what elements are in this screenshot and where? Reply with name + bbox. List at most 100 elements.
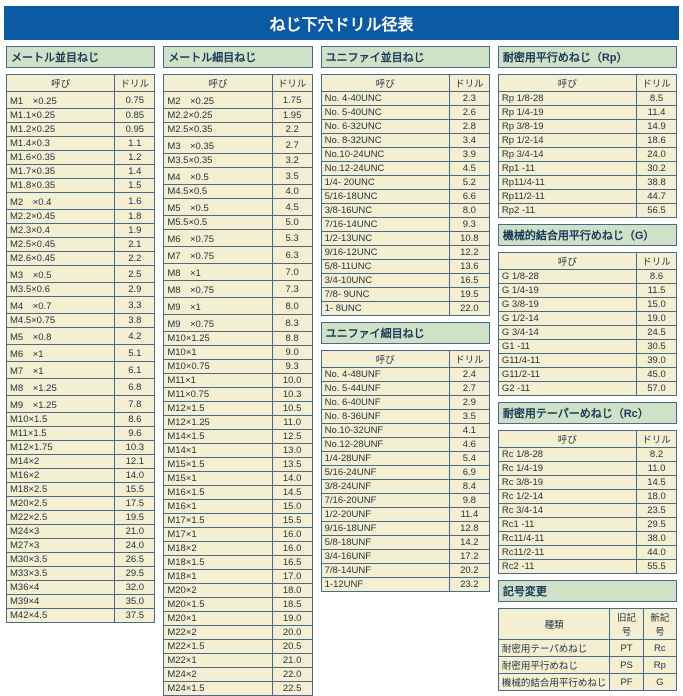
cell-drill: 23.5 bbox=[637, 504, 677, 518]
cell-drill: 20.0 bbox=[272, 626, 312, 640]
cell-name: No. 5-40UNC bbox=[321, 106, 449, 120]
table-row: Rp11/4-1138.8 bbox=[498, 176, 676, 190]
cell-name: M16×2 bbox=[7, 469, 115, 483]
label-unf: ユニファイ細目ねじ bbox=[321, 322, 490, 344]
table-row: Rc 1/4-1911.0 bbox=[498, 462, 676, 476]
cell-drill: 0.95 bbox=[115, 123, 155, 137]
cell-drill: 44.0 bbox=[637, 546, 677, 560]
cell-drill: 30.2 bbox=[637, 162, 677, 176]
cell-name: G 1/2-14 bbox=[498, 312, 636, 326]
cell-name: M18×1.5 bbox=[164, 556, 272, 570]
cell-drill: 9.3 bbox=[272, 360, 312, 374]
cell-drill: 57.0 bbox=[637, 382, 677, 396]
cell-name: No.12-24UNC bbox=[321, 162, 449, 176]
page-title: ねじ下穴ドリル径表 bbox=[4, 6, 679, 40]
th-drill: ドリル bbox=[449, 351, 489, 368]
cell-drill: 11.5 bbox=[637, 284, 677, 298]
cell-name: Rp 1/4-19 bbox=[498, 106, 636, 120]
cell-drill: 4.6 bbox=[449, 438, 489, 452]
table-row: M7 ×16.1 bbox=[7, 362, 155, 379]
cell-name: M30×3.5 bbox=[7, 553, 115, 567]
cell-drill: 1.6 bbox=[115, 193, 155, 210]
table-row: M2 ×0.251.75 bbox=[164, 92, 312, 109]
table-row: M22×220.0 bbox=[164, 626, 312, 640]
table-row: 5/16-24UNF6.9 bbox=[321, 466, 489, 480]
cell-drill: 3.2 bbox=[272, 154, 312, 168]
table-row: M6 ×0.755.3 bbox=[164, 230, 312, 247]
table-row: M1 ×0.250.75 bbox=[7, 92, 155, 109]
cell-name: M16×1.5 bbox=[164, 486, 272, 500]
cell-drill: 6.9 bbox=[449, 466, 489, 480]
cell-drill: 39.0 bbox=[637, 354, 677, 368]
cell-drill: 12.8 bbox=[449, 522, 489, 536]
table-row: M6 ×15.1 bbox=[7, 345, 155, 362]
table-row: M33×3.529.5 bbox=[7, 567, 155, 581]
cell-name: Rc 3/8-19 bbox=[498, 476, 636, 490]
table-row: M10×1.58.6 bbox=[7, 413, 155, 427]
cell-name: G 3/4-14 bbox=[498, 326, 636, 340]
table-row: M3 ×0.352.7 bbox=[164, 137, 312, 154]
table-row: 3/8-24UNF8.4 bbox=[321, 480, 489, 494]
cell-drill: 16.5 bbox=[272, 556, 312, 570]
cell-name: G11/4-11 bbox=[498, 354, 636, 368]
cell-drill: 8.2 bbox=[637, 448, 677, 462]
cell-drill: 21.0 bbox=[272, 654, 312, 668]
table-row: M1.2×0.250.95 bbox=[7, 123, 155, 137]
cell-drill: 2.4 bbox=[449, 368, 489, 382]
cell-drill: 1.95 bbox=[272, 109, 312, 123]
cell-name: M2 ×0.4 bbox=[7, 193, 115, 210]
table-row: M15×1.513.5 bbox=[164, 458, 312, 472]
table-row: M8 ×1.256.8 bbox=[7, 379, 155, 396]
table-row: M20×2.517.5 bbox=[7, 497, 155, 511]
cell-drill: 1.75 bbox=[272, 92, 312, 109]
cell-name: M2.6×0.45 bbox=[7, 252, 115, 266]
columns-wrap: メートル並目ねじ 呼び ドリル M1 ×0.250.75M1.1×0.250.8… bbox=[0, 46, 683, 696]
label-metric-coarse: メートル並目ねじ bbox=[6, 46, 155, 68]
cell-name: M1 ×0.25 bbox=[7, 92, 115, 109]
cell-name: 1/4-28UNF bbox=[321, 452, 449, 466]
table-row: M20×119.0 bbox=[164, 612, 312, 626]
cell-drill: 13.0 bbox=[272, 444, 312, 458]
table-rc: 呼び ドリル Rc 1/8-288.2Rc 1/4-1911.0Rc 3/8-1… bbox=[498, 430, 677, 574]
table-row: M42×4.537.5 bbox=[7, 609, 155, 623]
table-row: 7/16-20UNF9.8 bbox=[321, 494, 489, 508]
cell-drill: 44.7 bbox=[637, 190, 677, 204]
cell-drill: 11.4 bbox=[637, 106, 677, 120]
th-drill: ドリル bbox=[637, 75, 677, 92]
cell-drill: 8.0 bbox=[272, 298, 312, 315]
cell-drill: 9.8 bbox=[449, 494, 489, 508]
table-row: M1.1×0.250.85 bbox=[7, 109, 155, 123]
cell-name: M15×1 bbox=[164, 472, 272, 486]
table-row: M3 ×0.52.5 bbox=[7, 266, 155, 283]
cell-drill: 3.3 bbox=[115, 297, 155, 314]
cell-name: M3.5×0.35 bbox=[164, 154, 272, 168]
cell-drill: 17.0 bbox=[272, 570, 312, 584]
cell-drill: 15.0 bbox=[637, 298, 677, 312]
table-row: M5 ×0.54.5 bbox=[164, 199, 312, 216]
cell-drill: 24.5 bbox=[637, 326, 677, 340]
table-row: 機械的結合用平行めねじPFG bbox=[498, 674, 676, 691]
table-row: 5/16-18UNC6.6 bbox=[321, 190, 489, 204]
table-row: 1/4-28UNF5.4 bbox=[321, 452, 489, 466]
cell-name: M17×1 bbox=[164, 528, 272, 542]
cell-drill: 18.6 bbox=[637, 134, 677, 148]
label-rp: 耐密用平行めねじ（Rp） bbox=[498, 46, 677, 68]
table-row: M4.5×0.54.0 bbox=[164, 185, 312, 199]
cell-name: M2.2×0.45 bbox=[7, 210, 115, 224]
cell-drill: 5.1 bbox=[115, 345, 155, 362]
table-row: No. 8-32UNC3.4 bbox=[321, 134, 489, 148]
cell-name: No. 5-44UNF bbox=[321, 382, 449, 396]
cell-drill: 18.0 bbox=[272, 584, 312, 598]
table-row: M18×1.516.5 bbox=[164, 556, 312, 570]
table-row: G1 -1130.5 bbox=[498, 340, 676, 354]
table-row: 9/16-18UNF12.8 bbox=[321, 522, 489, 536]
cell-drill: 11.0 bbox=[272, 416, 312, 430]
cell-name: M4 ×0.5 bbox=[164, 168, 272, 185]
table-row: M1.7×0.351.4 bbox=[7, 165, 155, 179]
cell-drill: 9.6 bbox=[115, 427, 155, 441]
cell-name: 7/8-14UNF bbox=[321, 564, 449, 578]
table-row: M2.2×0.251.95 bbox=[164, 109, 312, 123]
cell-drill: 17.2 bbox=[449, 550, 489, 564]
cell-name: M1.1×0.25 bbox=[7, 109, 115, 123]
cell-drill: 2.3 bbox=[449, 92, 489, 106]
